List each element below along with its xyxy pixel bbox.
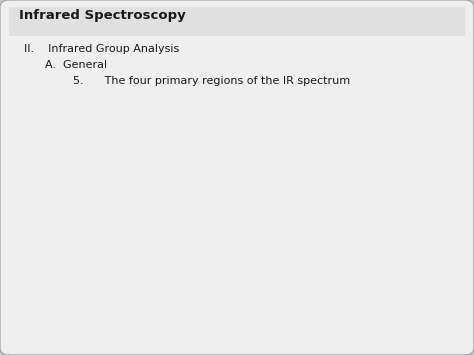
Text: C=C: C=C	[275, 190, 294, 199]
Text: C-H single bond: C-H single bond	[75, 190, 144, 199]
Text: Triple bonds: Triple bonds	[174, 110, 237, 119]
Bar	[172, 99, 239, 277]
Text: 2000 cm⁻¹: 2000 cm⁻¹	[215, 295, 263, 304]
Text: 2700 cm⁻¹: 2700 cm⁻¹	[148, 295, 196, 304]
Text: C=O: C=O	[275, 147, 295, 156]
Text: O-H single bond: O-H single bond	[75, 147, 144, 156]
Text: Region: Region	[378, 254, 408, 263]
Text: A.  General: A. General	[31, 60, 107, 70]
Text: Double bonds: Double bonds	[250, 110, 319, 119]
Text: C-N: C-N	[385, 169, 401, 178]
Text: C-O: C-O	[385, 190, 401, 199]
Text: 400 cm⁻¹: 400 cm⁻¹	[434, 295, 474, 304]
Text: C≡C: C≡C	[196, 147, 215, 156]
Text: Single Bonds: Single Bonds	[360, 110, 426, 119]
Text: 5.      The four primary regions of the IR spectrum: 5. The four primary regions of the IR sp…	[38, 76, 350, 86]
Bar	[331, 99, 455, 277]
Text: Fingerprint: Fingerprint	[369, 233, 416, 241]
Text: 1600 cm⁻¹: 1600 cm⁻¹	[307, 295, 355, 304]
Text: 4000 cm⁻¹: 4000 cm⁻¹	[24, 295, 71, 304]
Text: C=N: C=N	[275, 169, 295, 178]
Text: Infrared Spectroscopy: Infrared Spectroscopy	[19, 10, 186, 22]
Text: C-C: C-C	[385, 147, 401, 156]
Bar	[47, 99, 172, 277]
Text: N-H single bond: N-H single bond	[75, 169, 144, 178]
Text: Bonds to H: Bonds to H	[82, 110, 137, 119]
Text: II.    Infrared Group Analysis: II. Infrared Group Analysis	[24, 44, 179, 54]
Text: C≡N: C≡N	[195, 169, 215, 178]
Bar	[239, 99, 331, 277]
